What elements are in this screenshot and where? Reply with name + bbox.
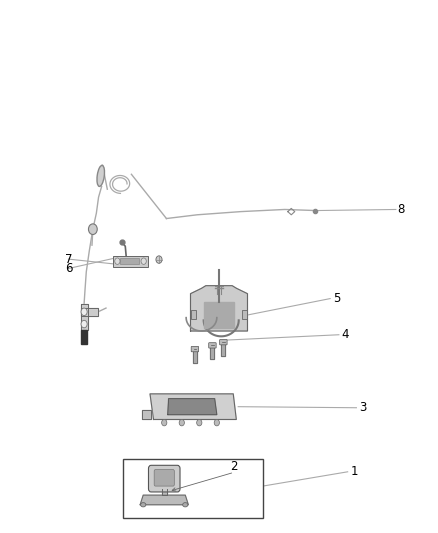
Circle shape bbox=[179, 419, 184, 426]
Circle shape bbox=[88, 224, 97, 235]
Circle shape bbox=[141, 258, 146, 264]
Polygon shape bbox=[150, 394, 237, 419]
Polygon shape bbox=[204, 302, 234, 328]
Circle shape bbox=[162, 419, 167, 426]
Text: 6: 6 bbox=[65, 262, 72, 275]
Circle shape bbox=[197, 419, 202, 426]
Ellipse shape bbox=[97, 165, 105, 187]
Text: 7: 7 bbox=[65, 253, 72, 265]
Polygon shape bbox=[81, 304, 88, 330]
Polygon shape bbox=[142, 410, 151, 419]
Bar bbox=[242, 310, 247, 319]
FancyBboxPatch shape bbox=[208, 343, 216, 348]
Bar bbox=[123, 459, 263, 518]
Ellipse shape bbox=[183, 503, 188, 507]
FancyBboxPatch shape bbox=[191, 346, 199, 352]
Polygon shape bbox=[140, 495, 188, 505]
FancyBboxPatch shape bbox=[154, 470, 174, 486]
Polygon shape bbox=[191, 286, 247, 331]
Polygon shape bbox=[193, 347, 197, 363]
Ellipse shape bbox=[141, 503, 146, 507]
Polygon shape bbox=[210, 343, 214, 359]
Text: 1: 1 bbox=[350, 465, 358, 478]
FancyBboxPatch shape bbox=[148, 465, 180, 492]
Text: 3: 3 bbox=[359, 401, 367, 414]
Circle shape bbox=[214, 419, 219, 426]
Text: 4: 4 bbox=[342, 328, 349, 341]
Text: 2: 2 bbox=[230, 461, 238, 473]
Polygon shape bbox=[168, 399, 217, 415]
Bar bbox=[113, 256, 148, 266]
Circle shape bbox=[115, 258, 120, 264]
Circle shape bbox=[81, 320, 87, 328]
Text: 8: 8 bbox=[398, 203, 405, 216]
FancyBboxPatch shape bbox=[220, 340, 227, 345]
Polygon shape bbox=[222, 340, 225, 356]
Polygon shape bbox=[162, 489, 167, 495]
Text: 5: 5 bbox=[333, 292, 340, 305]
Bar bbox=[191, 310, 196, 319]
Circle shape bbox=[156, 256, 162, 263]
Polygon shape bbox=[81, 330, 87, 344]
Polygon shape bbox=[81, 308, 98, 316]
Bar bbox=[120, 258, 139, 264]
Circle shape bbox=[81, 308, 87, 316]
